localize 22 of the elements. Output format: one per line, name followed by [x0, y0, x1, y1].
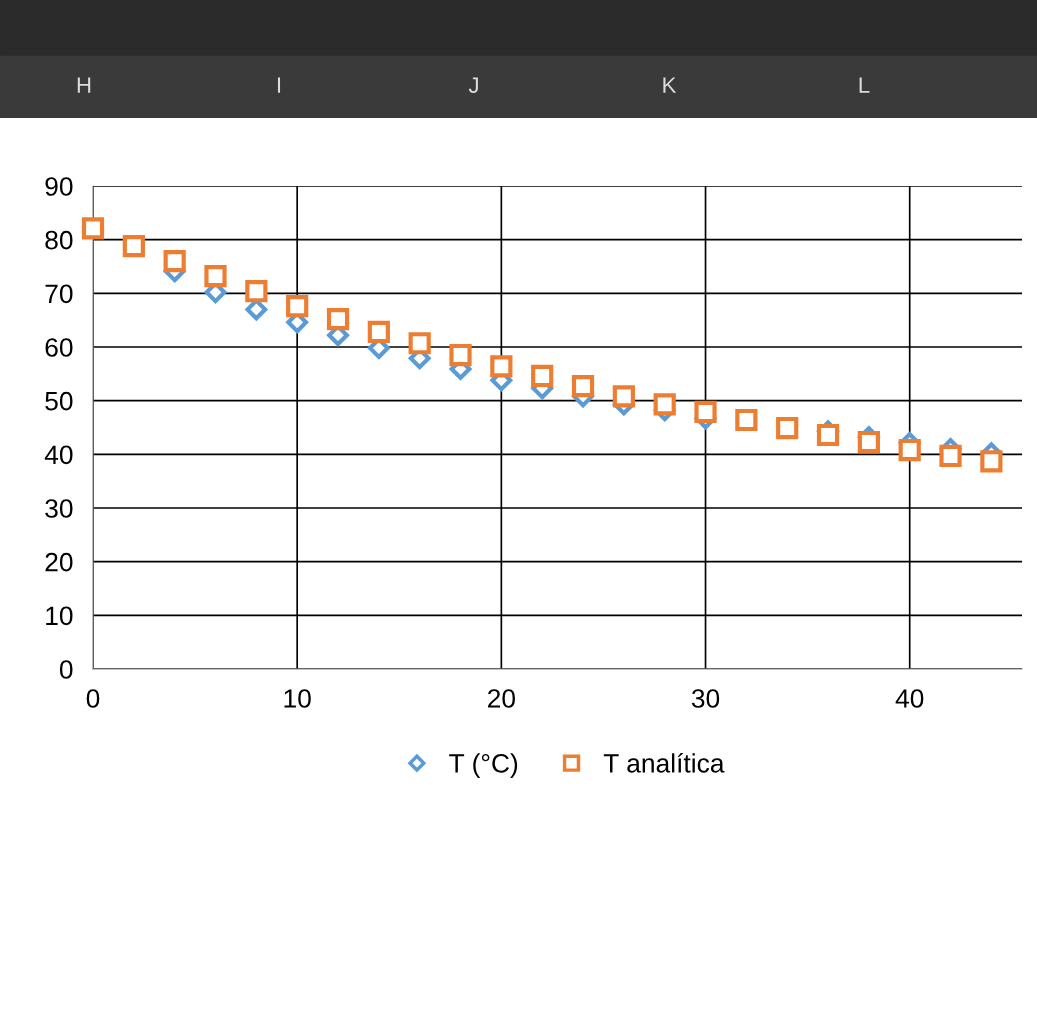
text: H	[77, 77, 91, 93]
legend-label: T analítica	[603, 752, 725, 773]
y-tick-label: 30	[45, 499, 73, 518]
y-tick-label: 0	[59, 660, 73, 679]
x-tick-label: 10	[284, 689, 311, 708]
y-tick-label: 70	[45, 284, 73, 304]
y-tick-label: 20	[45, 552, 73, 572]
text: K	[663, 77, 677, 93]
y-tick-label: 90	[45, 177, 73, 196]
y-tick-label: 60	[45, 338, 73, 357]
y-tick-label: 50	[45, 391, 73, 411]
x-tick-label: 20	[488, 689, 515, 708]
x-tick-label: 30	[691, 689, 720, 708]
x-tick-label: 40	[895, 689, 924, 708]
y-tick-label: 80	[45, 230, 73, 250]
y-tick-label: 10	[46, 606, 73, 626]
y-tick-label: 40	[44, 445, 73, 465]
text: L	[859, 77, 870, 93]
x-tick-label: 0	[86, 689, 100, 708]
legend-label: T (°C)	[449, 753, 518, 778]
text: I	[277, 77, 281, 93]
text: J	[468, 77, 478, 93]
